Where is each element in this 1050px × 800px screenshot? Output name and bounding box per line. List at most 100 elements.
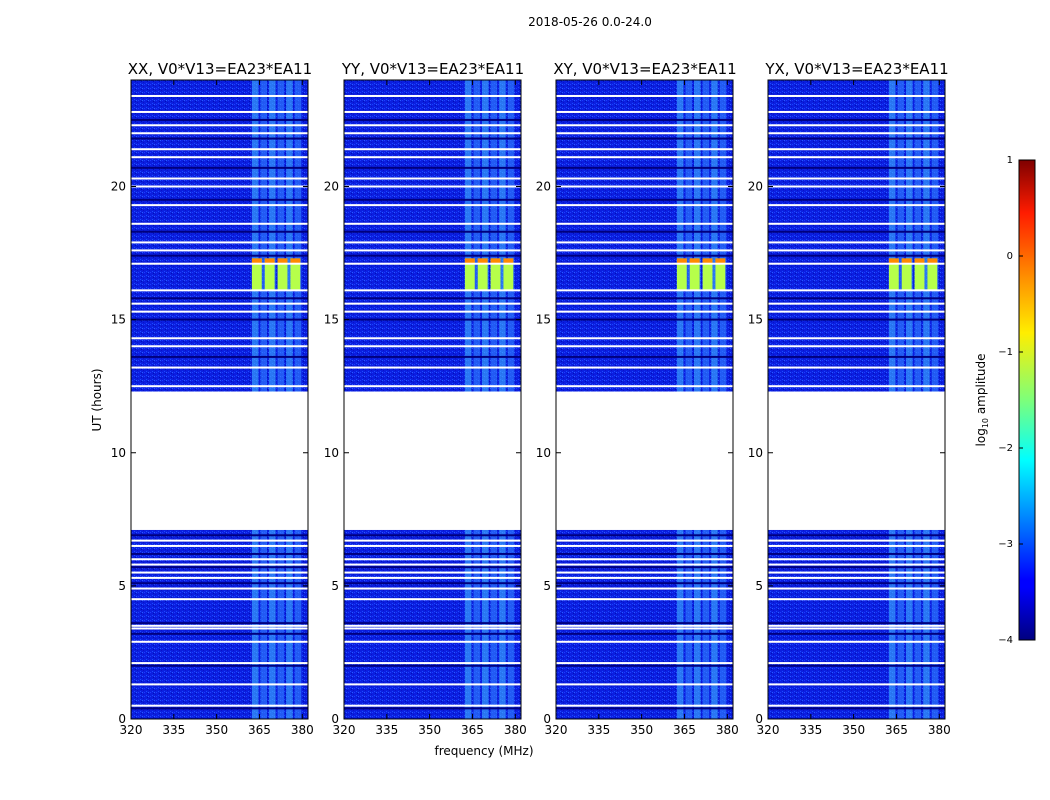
- panel-yx-heatmap: [768, 80, 945, 719]
- panel-yx-flagged-row: [768, 624, 945, 627]
- panel-xy-title: XY, V0*V13=EA23*EA11: [553, 60, 736, 78]
- panel-yx-flagged-row: [768, 563, 945, 566]
- panel-yy-flagged-row: [344, 118, 521, 121]
- panel-yy-heatmap: [344, 80, 521, 719]
- panel-yx-flagged-row: [768, 249, 945, 252]
- panel-xy-flagged-row: [556, 337, 733, 340]
- panel-xy-flagged-row: [556, 198, 733, 201]
- panel-xy-flagged-row: [556, 534, 733, 537]
- panel-xx-flagged-row: [131, 132, 308, 135]
- panel-xx-flagged-row: [131, 254, 308, 257]
- x-tick-label: 320: [545, 723, 568, 737]
- panel-xy-strong-rfi-peak: [702, 258, 713, 264]
- panel-xx-flagged-row: [131, 222, 308, 225]
- x-tick-label: 365: [461, 723, 484, 737]
- panel-yx-flagged-row: [768, 289, 945, 292]
- panel-xx-flagged-row: [131, 262, 308, 265]
- panel-yx-strong-rfi-peak: [888, 258, 899, 264]
- panel-yx-flagged-row: [768, 576, 945, 579]
- panel-xy-flagged-row: [556, 664, 733, 667]
- colorbar-label: log10 amplitude: [974, 354, 990, 447]
- panel-xx-flagged-row: [131, 198, 308, 201]
- panel-yx-flagged-row: [768, 345, 945, 348]
- panel-yy-flagged-row: [344, 707, 521, 710]
- panel-xx-flagged-row: [131, 544, 308, 547]
- panel-yy-flagged-row: [344, 582, 521, 585]
- x-tick-label: 380: [291, 723, 314, 737]
- panel-yx-flagged-row: [768, 640, 945, 643]
- panel-xx-flagged-row: [131, 563, 308, 566]
- panel-yx-flagged-row: [768, 632, 945, 635]
- panel-xx-strong-rfi-peak: [290, 258, 301, 264]
- panel-yy-flagged-row: [344, 558, 521, 561]
- panel-yy-flagged-row: [344, 576, 521, 579]
- panel-yx-flagged-row: [768, 558, 945, 561]
- panel-yy-flagged-row: [344, 544, 521, 547]
- panel-xx-flagged-row: [131, 337, 308, 340]
- y-tick-label: 0: [331, 712, 339, 726]
- panel-yx-flagged-row: [768, 177, 945, 180]
- x-tick-label: 365: [673, 723, 696, 737]
- panel-yy-strong-rfi-block: [503, 258, 514, 291]
- panel-xx-flagged-row: [131, 534, 308, 537]
- panel-xy-heatmap: [556, 80, 733, 719]
- panel-yy-flagged-row: [344, 566, 521, 569]
- panel-yx-flagged-row: [768, 627, 945, 630]
- panel-yy-flagged-row: [344, 385, 521, 388]
- panel-yy-flagged-row: [344, 254, 521, 257]
- y-tick-label: 20: [748, 180, 763, 194]
- panel-yx-flagged-row: [768, 534, 945, 537]
- panel-yx-flagged-row: [768, 598, 945, 601]
- panel-xy: XY, V0*V13=EA23*EA11 320 335 350 365 380 0 5 1…: [536, 60, 739, 737]
- panel-xx-flagged-row: [131, 552, 308, 555]
- panel-yy-flagged-row: [344, 166, 521, 169]
- panel-xy-flagged-row: [556, 118, 733, 121]
- panel-yx-flagged-row: [768, 337, 945, 340]
- panel-yy-flagged-row: [344, 587, 521, 590]
- y-tick-label: 10: [324, 446, 339, 460]
- y-tick-label: 10: [536, 446, 551, 460]
- panel-xx-flagged-row: [131, 576, 308, 579]
- panel-xy-flagged-row: [556, 366, 733, 369]
- y-axis-label: UT (hours): [90, 368, 104, 431]
- panel-xy-flagged-row: [556, 539, 733, 542]
- y-tick-label: 10: [111, 446, 126, 460]
- panel-xx-flagged-row: [131, 156, 308, 159]
- panel-xy-flagged-row: [556, 241, 733, 244]
- panel-yy-flagged-row: [344, 302, 521, 305]
- panel-xx-flagged-row: [131, 204, 308, 207]
- x-tick-label: 335: [799, 723, 822, 737]
- panel-yy-flagged-row: [344, 563, 521, 566]
- panel-yy-flagged-row: [344, 662, 521, 665]
- panel-xx-flagged-row: [131, 94, 308, 97]
- panel-yy-flagged-row: [344, 355, 521, 358]
- y-tick-label: 0: [118, 712, 126, 726]
- panel-xx-strong-rfi-block: [290, 258, 301, 291]
- panel-yx-flagged-row: [768, 662, 945, 665]
- panel-xy-flagged-row: [556, 632, 733, 635]
- panel-xx-flagged-row: [131, 571, 308, 574]
- panel-yx-no-data-region: [768, 391, 945, 530]
- panel-yy-flagged-row: [344, 598, 521, 601]
- panel-yy-flagged-row: [344, 640, 521, 643]
- panel-yy-title: YY, V0*V13=EA23*EA11: [341, 60, 524, 78]
- panel-xy-flagged-row: [556, 230, 733, 233]
- panel-xx-flagged-row: [131, 310, 308, 313]
- panel-yy-flagged-row: [344, 552, 521, 555]
- panel-xy-flagged-row: [556, 156, 733, 159]
- panel-yy-flagged-row: [344, 148, 521, 151]
- panel-yx-flagged-row: [768, 118, 945, 121]
- panel-xx-flagged-row: [131, 302, 308, 305]
- panel-xy-flagged-row: [556, 310, 733, 313]
- panel-yy-flagged-row: [344, 230, 521, 233]
- panel-yx-flagged-row: [768, 230, 945, 233]
- panel-yy-strong-rfi-block: [490, 258, 501, 291]
- panel-yy-flagged-row: [344, 366, 521, 369]
- panel-yy-flagged-row: [344, 534, 521, 537]
- panel-yy-flagged-row: [344, 198, 521, 201]
- panel-xx-flagged-row: [131, 241, 308, 244]
- panel-xx-flagged-row: [131, 704, 308, 707]
- panel-yx-flagged-row: [768, 254, 945, 257]
- panel-yx-flagged-row: [768, 704, 945, 707]
- panel-xy-flagged-row: [556, 262, 733, 265]
